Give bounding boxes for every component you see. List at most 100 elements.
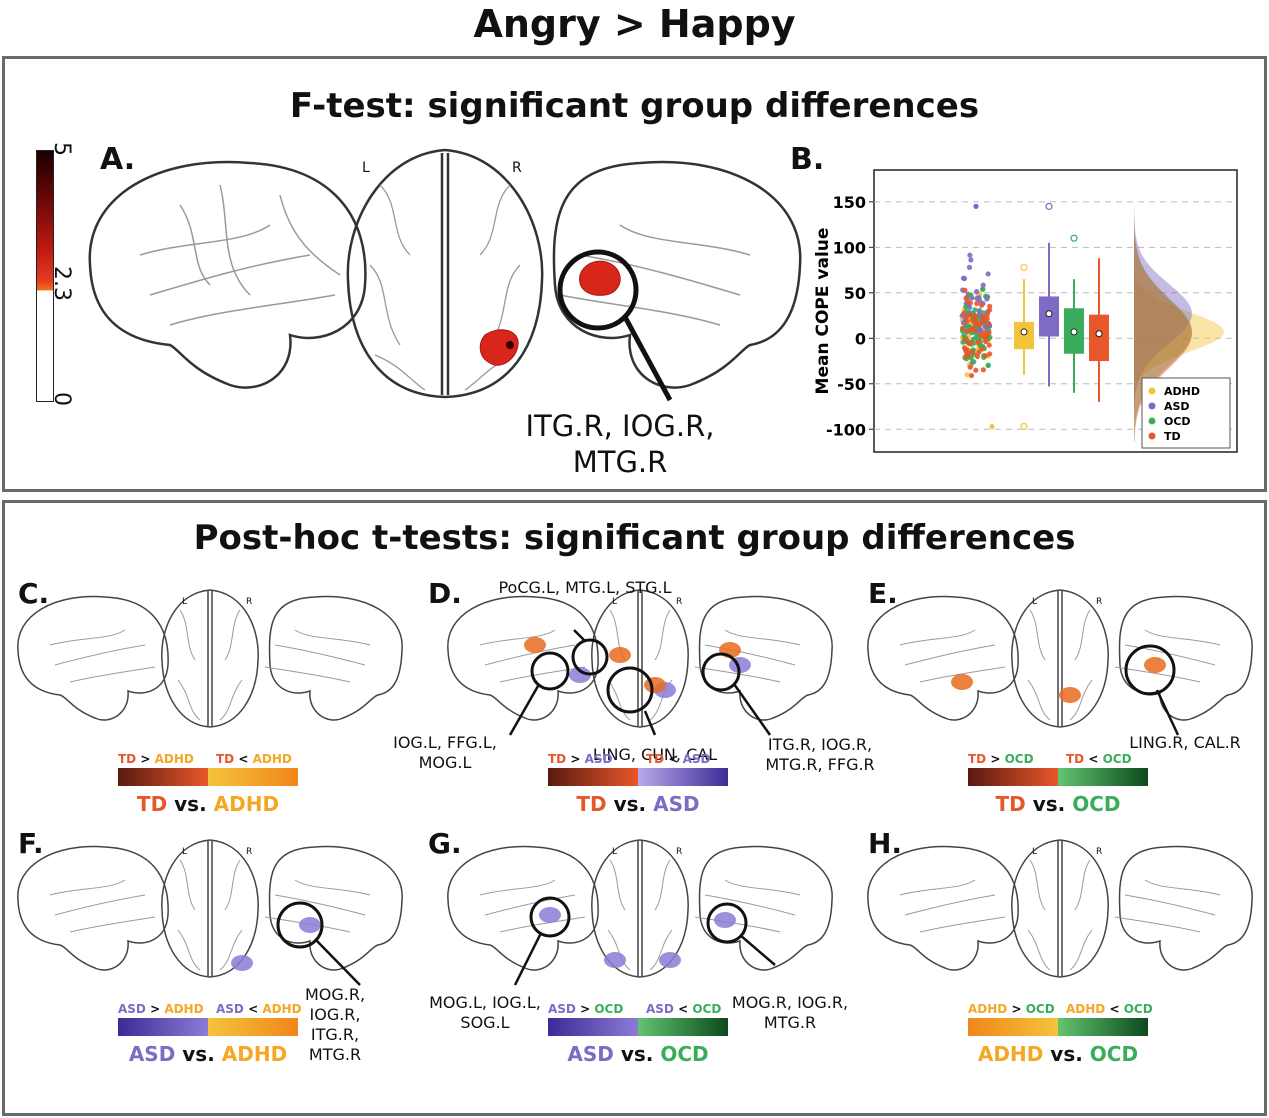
brain-sulci — [899, 609, 1221, 721]
brain-glass-views — [447, 589, 833, 736]
legend-colorbar — [968, 768, 1148, 786]
sulcus — [264, 666, 351, 683]
region-label-line: MOG.R, IOG.R, — [731, 993, 849, 1012]
legend-token: ASD — [118, 1002, 146, 1016]
comparison-token: TD — [995, 792, 1026, 816]
sulcus — [484, 894, 576, 916]
sulcus — [54, 644, 146, 666]
raw-point — [987, 303, 993, 309]
legend-token: ADHD — [154, 752, 194, 766]
comparison-token: TD — [576, 792, 607, 816]
legend-token: OCD — [692, 1002, 722, 1016]
legend-token: TD — [646, 752, 665, 766]
raw-point — [974, 289, 980, 295]
sulcus — [219, 679, 243, 721]
sulcus — [609, 859, 626, 911]
raw-point — [968, 292, 974, 298]
region-label: MOG.L, IOG.L, SOG.L — [410, 993, 560, 1033]
legend-token: OCD — [1004, 752, 1034, 766]
region-label: PoCG.L, MTG.L, STG.L — [465, 578, 705, 598]
sulcus — [919, 916, 1006, 933]
raw-point — [974, 353, 981, 360]
region-label-line: MTG.R, FFG.R — [765, 755, 875, 774]
raw-point — [962, 336, 968, 342]
legend-left-label: ADHD > OCD — [968, 1002, 1055, 1016]
brain-left-lateral — [17, 845, 169, 971]
hemi-label-left: L — [182, 847, 188, 857]
raw-point — [980, 282, 986, 288]
f-test-title: F-test: significant group differences — [289, 86, 980, 126]
sulcus — [724, 629, 801, 646]
y-tick-label: 50 — [844, 284, 866, 303]
brain-glass-views — [17, 839, 403, 986]
sulcus — [704, 894, 796, 916]
subpanel-d: D. L R PoCG.L, MTG.L, STG.L IOG.L, FFG.L, MOG… — [393, 577, 875, 825]
comparison-token: ADHD — [977, 1042, 1044, 1066]
legend-token: ASD — [548, 1002, 576, 1016]
raw-point — [962, 287, 968, 293]
sulcus — [904, 644, 996, 666]
raw-point — [981, 330, 987, 336]
region-label-line: PoCG.L, MTG.L, STG.L — [498, 578, 672, 597]
legend-colorbar-left — [548, 768, 638, 786]
raw-point — [985, 271, 991, 277]
brain-axial — [1011, 589, 1109, 728]
sulcus — [49, 629, 126, 646]
brain-glass-views — [17, 589, 403, 728]
median-marker — [1070, 328, 1078, 336]
raw-point — [983, 293, 989, 299]
raw-point — [980, 367, 986, 373]
raw-point — [966, 340, 972, 347]
sulcus — [704, 644, 796, 666]
brain-right-lateral — [268, 845, 403, 971]
brain-right-lateral — [1118, 845, 1253, 971]
legend-left-label: TD > OCD — [968, 752, 1034, 766]
y-axis-label: Mean COPE value — [813, 228, 833, 395]
comparison-token: ADHD — [221, 1042, 288, 1066]
brain-axial — [346, 148, 544, 399]
region-label-line: LING, CUN, CAL — [592, 745, 718, 764]
brain-axial — [161, 589, 259, 728]
sulcus — [607, 929, 631, 971]
legend-colorbar — [548, 1018, 728, 1036]
legend-colorbar-left — [118, 1018, 208, 1036]
raw-point — [969, 349, 976, 356]
highlight-circle — [706, 902, 748, 944]
raw-point — [963, 304, 969, 310]
sulcus — [294, 629, 371, 646]
brain-right-lateral — [698, 595, 833, 721]
subpanel-c: C. L R TD > ADHD TD < ADHD TD vs. ADHD — [10, 577, 410, 825]
post-hoc-panel — [2, 500, 1267, 1116]
legend-colorbar-right — [208, 768, 298, 786]
brain-sulci — [479, 859, 801, 971]
highlight-circle — [529, 896, 571, 938]
activation-cluster — [714, 912, 736, 928]
region-label: MOG.R, IOG.R, ITG.R, MTG.R — [280, 985, 390, 1065]
sulcus — [607, 679, 631, 721]
legend-right-label: TD < OCD — [1066, 752, 1132, 766]
hemi-label-left: L — [1032, 597, 1038, 607]
legend-box — [1141, 377, 1231, 449]
legend-token: > — [986, 752, 1005, 766]
legend-token: < — [1105, 1002, 1124, 1016]
leader-line — [1155, 689, 1180, 736]
legend-left-label: ASD > OCD — [548, 1002, 623, 1016]
brain-axial — [161, 839, 259, 978]
activation-cluster — [231, 955, 253, 971]
activation-cluster — [1144, 657, 1166, 673]
sulcus — [69, 666, 156, 683]
comparison-token: vs. — [613, 1042, 661, 1066]
median-marker — [1095, 330, 1103, 338]
sulcus — [899, 629, 976, 646]
region-label-a-line2: MTG.R — [572, 445, 668, 479]
outlier — [1070, 234, 1078, 242]
legend-token: TD — [968, 752, 987, 766]
highlight-circle — [571, 638, 609, 676]
legend-colorbar-right — [1058, 1018, 1148, 1036]
raw-point — [987, 351, 993, 357]
region-label: MOG.R, IOG.R, MTG.R — [710, 993, 870, 1033]
brain-outlines — [867, 589, 1253, 728]
raw-point — [967, 364, 973, 370]
legend-token: TD — [548, 752, 567, 766]
brain-right-lateral — [268, 595, 403, 721]
